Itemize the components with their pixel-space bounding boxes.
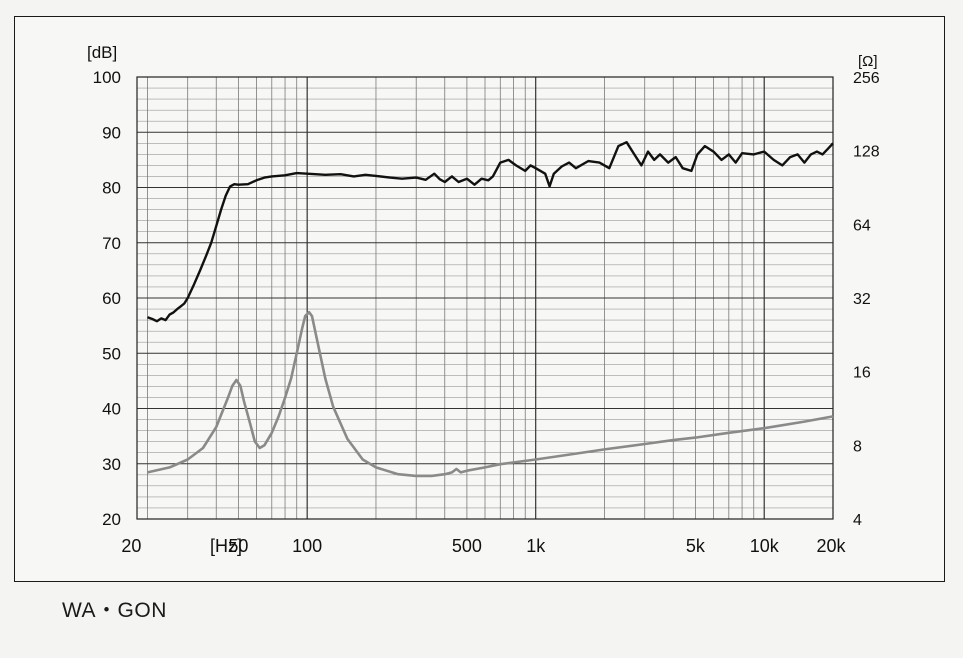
y-left-tick-label: 60 [102, 289, 121, 308]
y-left-tick-label: 20 [102, 510, 121, 529]
x-tick-label: 20k [816, 536, 846, 556]
series-group [147, 141, 834, 478]
y-right-unit: [Ω] [858, 53, 878, 70]
y-left-tick-label: 70 [102, 234, 121, 253]
y-left-tick-label: 80 [102, 179, 121, 198]
x-tick-label: 10k [750, 536, 780, 556]
x-tick-label: 500 [452, 536, 482, 556]
y-right-tick-label: 256 [853, 70, 880, 87]
x-tick-label: 5k [686, 536, 706, 556]
x-tick-label: 20 [121, 536, 141, 556]
y-left-tick-label: 90 [102, 123, 121, 142]
y-right-tick-label: 32 [853, 291, 871, 308]
chart-frame: 100 90 80 70 60 50 40 30 20 256 128 64 32 16 8 4 20 50 100… [14, 16, 945, 582]
x-unit: [Hz] [210, 536, 242, 556]
x-tick-label: 1k [526, 536, 546, 556]
y-left-tick-label: 50 [102, 344, 121, 363]
y-left-tick-label: 30 [102, 455, 121, 474]
y-right-tick-label: 64 [853, 217, 871, 234]
y-left-unit: [dB] [87, 43, 117, 62]
caption: WA・GON [62, 599, 167, 622]
y-right-tick-label: 128 [853, 144, 880, 161]
y-right-tick-label: 16 [853, 365, 871, 382]
plot-border [136, 76, 834, 520]
minor-grid [137, 77, 834, 519]
y-left-tick-label: 40 [102, 400, 121, 419]
y-right-tick-label: 4 [853, 512, 862, 529]
y-left-tick-label: 100 [93, 68, 121, 87]
frequency-response-chart: 100 90 80 70 60 50 40 30 20 256 128 64 32 16 8 4 20 50 100… [87, 43, 880, 556]
spl-curve [147, 141, 834, 323]
x-tick-label: 100 [292, 536, 322, 556]
x-tick-label: 50 [228, 536, 248, 556]
y-right-tick-label: 8 [853, 438, 862, 455]
impedance-curve [147, 310, 834, 478]
tick-labels: 100 90 80 70 60 50 40 30 20 256 128 64 32 16 8 4 20 50 100… [93, 68, 880, 556]
